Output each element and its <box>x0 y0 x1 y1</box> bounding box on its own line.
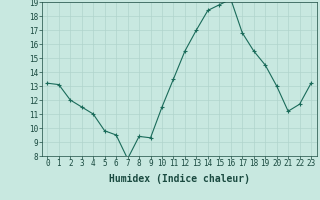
X-axis label: Humidex (Indice chaleur): Humidex (Indice chaleur) <box>109 174 250 184</box>
